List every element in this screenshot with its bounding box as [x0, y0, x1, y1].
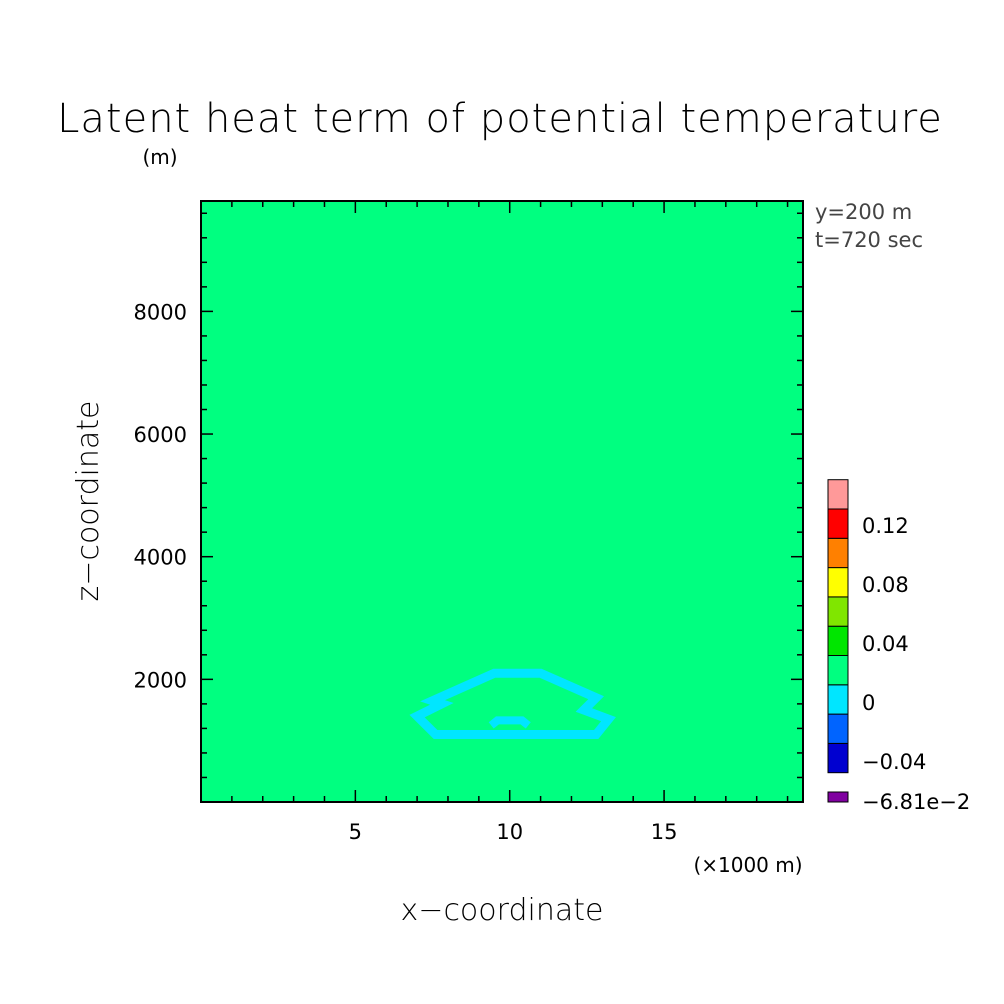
y-tick-label: 4000 [134, 546, 187, 570]
x-tick-label: 15 [651, 820, 678, 844]
colorbar-swatch [827, 596, 849, 627]
colorbar-swatch [827, 791, 849, 803]
colorbar-swatch [827, 479, 849, 510]
colorbar-label: 0 [862, 691, 875, 715]
x-unit-label: (×1000 m) [693, 853, 802, 877]
colorbar-swatch [827, 567, 849, 598]
x-tick-label: 5 [349, 820, 362, 844]
y-axis-title: z−coordinate [71, 401, 106, 602]
plot-area [200, 200, 804, 803]
axis-ticks: 5 10 15 2000 4000 6000 8000 [134, 201, 803, 844]
colorbar: −6.81e−2 −0.04 0 0.04 0.08 0.12 [827, 479, 970, 814]
colorbar-swatch [827, 508, 849, 539]
colorbar-swatch [827, 537, 849, 569]
y-tick-label: 8000 [134, 300, 187, 324]
y-tick-label: 2000 [134, 668, 187, 692]
chart-title: Latent heat term of potential temperatur… [57, 96, 943, 142]
y-tick-label: 6000 [134, 423, 187, 447]
info-line-0: y=200 m [815, 200, 912, 224]
x-tick-label: 10 [496, 820, 523, 844]
colorbar-swatch [827, 655, 849, 686]
colorbar-label: 0.04 [862, 632, 909, 656]
colorbar-swatch [827, 684, 849, 715]
colorbar-label: 0.12 [862, 514, 909, 538]
negative-region-outline [409, 668, 616, 740]
field-background [201, 201, 803, 802]
negative-region-inner [488, 716, 531, 729]
plot-frame [200, 200, 804, 803]
x-axis-title: x−coordinate [401, 893, 604, 928]
info-line-1: t=720 sec [815, 228, 923, 252]
colorbar-label: 0.08 [862, 573, 909, 597]
colorbar-label: −6.81e−2 [862, 790, 970, 814]
colorbar-swatch [827, 713, 849, 744]
colorbar-label: −0.04 [862, 750, 926, 774]
colorbar-swatch [827, 742, 849, 774]
colorbar-swatch [827, 625, 849, 657]
y-unit-label: (m) [142, 145, 177, 169]
